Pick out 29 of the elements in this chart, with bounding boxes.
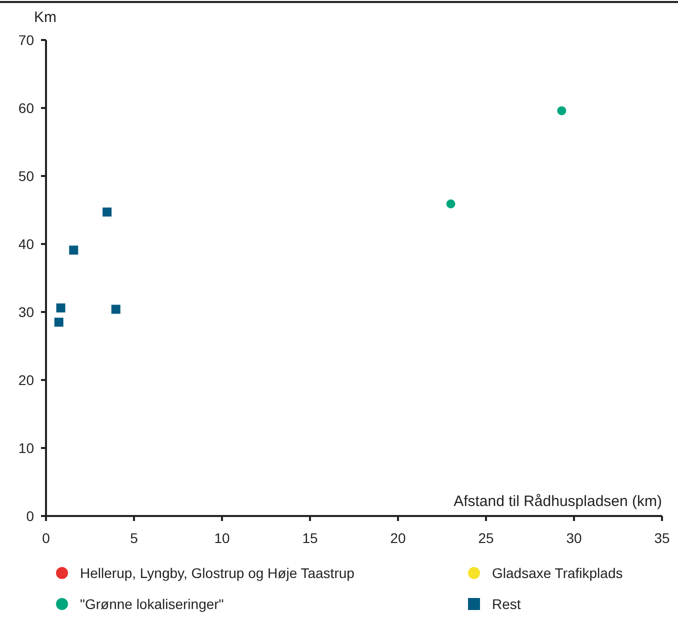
x-tick-label: 5	[130, 530, 138, 546]
point	[102, 208, 112, 217]
y-axis-title: Km	[34, 9, 56, 26]
x-tick-label: 20	[390, 530, 406, 546]
point	[56, 303, 66, 312]
point	[446, 199, 456, 208]
y-tick-label: 20	[18, 372, 34, 388]
x-tick-label: 10	[214, 530, 230, 546]
y-tick-label: 0	[26, 508, 34, 524]
y-tick-label: 60	[18, 100, 34, 116]
point	[557, 106, 566, 116]
y-tick-label: 70	[18, 32, 34, 48]
y-tick-label: 40	[18, 236, 34, 252]
x-tick-label: 15	[302, 530, 318, 546]
legend-label: "Grønne lokaliseringer"	[80, 596, 224, 612]
x-tick-label: 30	[566, 530, 582, 546]
x-tick-label: 0	[42, 530, 50, 546]
point	[54, 318, 64, 327]
x-axis-title: Afstand til Rådhuspladsen (km)	[454, 493, 662, 510]
y-tick-label: 30	[18, 304, 34, 320]
y-tick-label: 10	[18, 440, 34, 456]
point	[111, 304, 120, 314]
y-tick-label: 50	[18, 168, 34, 184]
legend-label: Gladsaxe Trafikplads	[492, 564, 623, 581]
legend-label: Rest	[492, 596, 521, 612]
x-tick-label: 35	[654, 530, 670, 546]
point	[69, 246, 78, 255]
legend-label: Hellerup, Lyngby, Glostrup og Høje Taastrup	[80, 564, 355, 581]
x-tick-label: 25	[478, 530, 494, 546]
